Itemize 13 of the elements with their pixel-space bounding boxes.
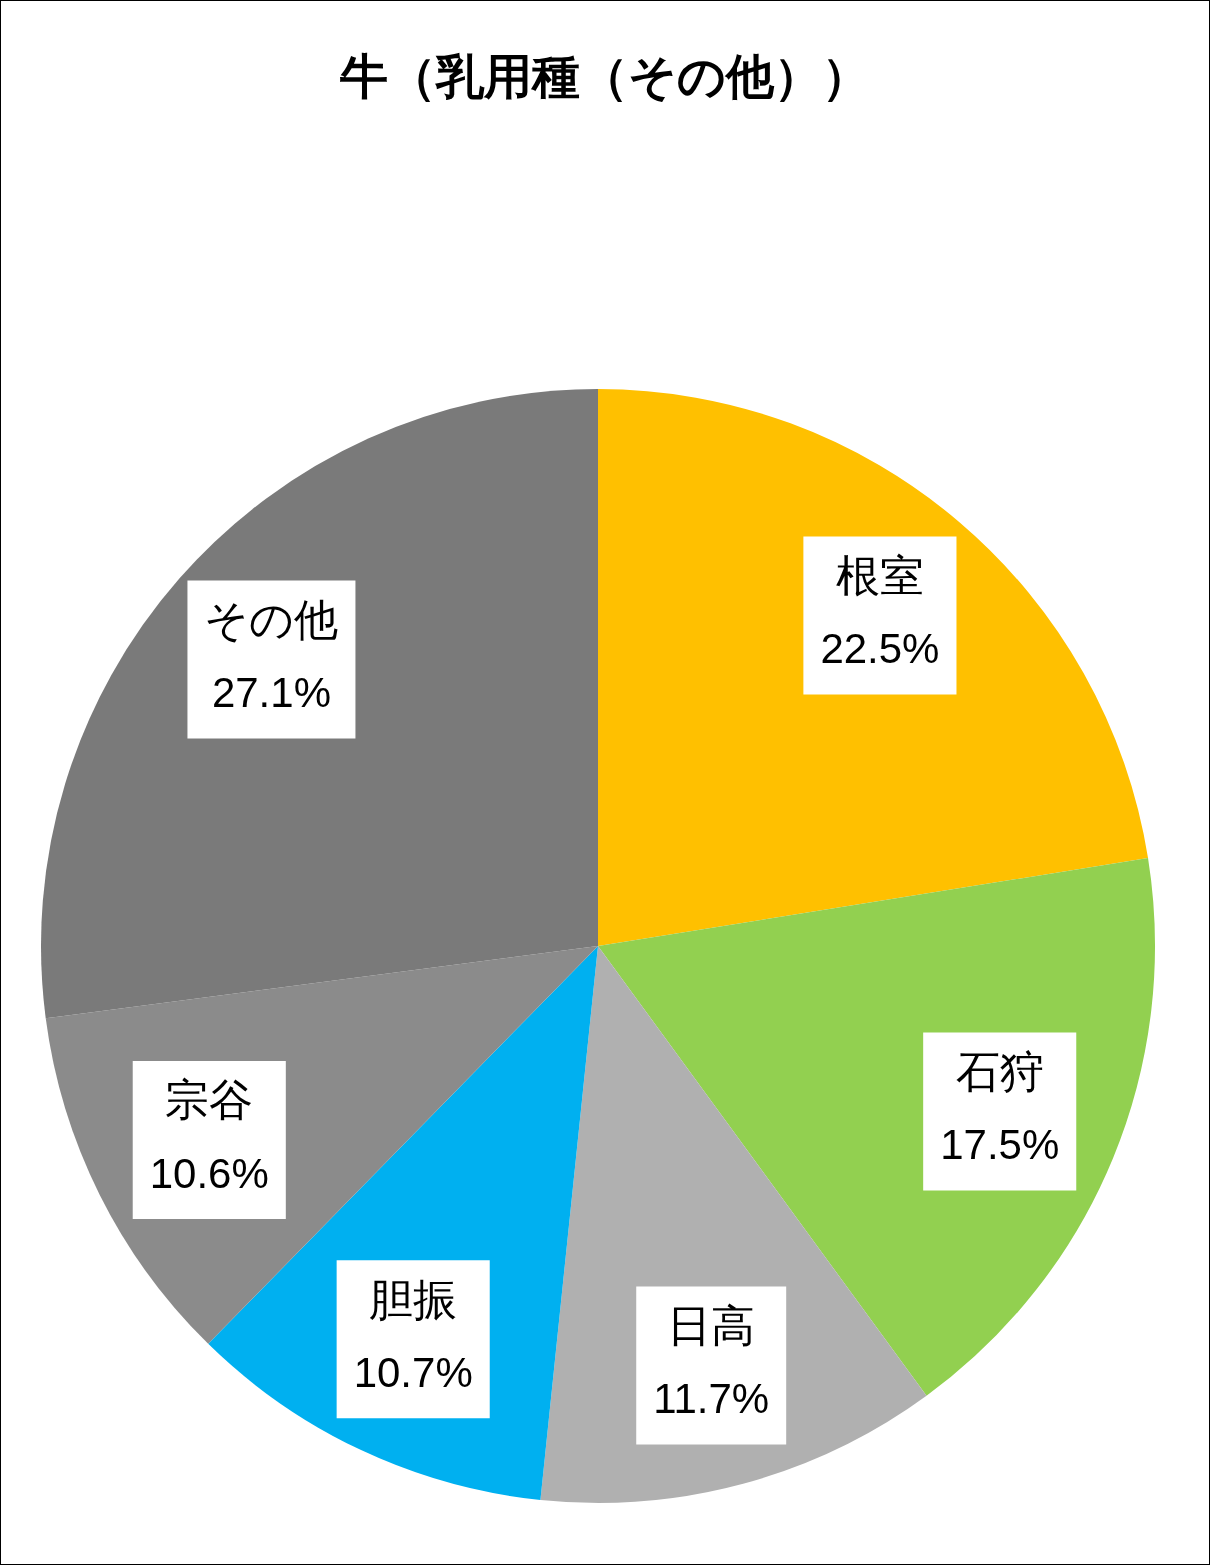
data-label: 10.7% [353, 1348, 473, 1396]
slice-label: 石狩 [955, 1045, 1044, 1097]
data-label: 10.6% [149, 1149, 269, 1197]
data-label: 27.1% [211, 669, 331, 717]
data-label: 22.5% [820, 625, 940, 673]
slice-label: 根室 [835, 549, 924, 601]
slice-label: 宗谷 [165, 1074, 254, 1126]
chart-title: 牛（乳用種（その他）） [339, 47, 871, 106]
slice-label: その他 [204, 593, 339, 645]
slice-label: 胆振 [369, 1273, 458, 1325]
slice-label: 日高 [667, 1299, 756, 1351]
data-label: 17.5% [940, 1121, 1060, 1169]
data-label: 11.7% [653, 1375, 770, 1423]
